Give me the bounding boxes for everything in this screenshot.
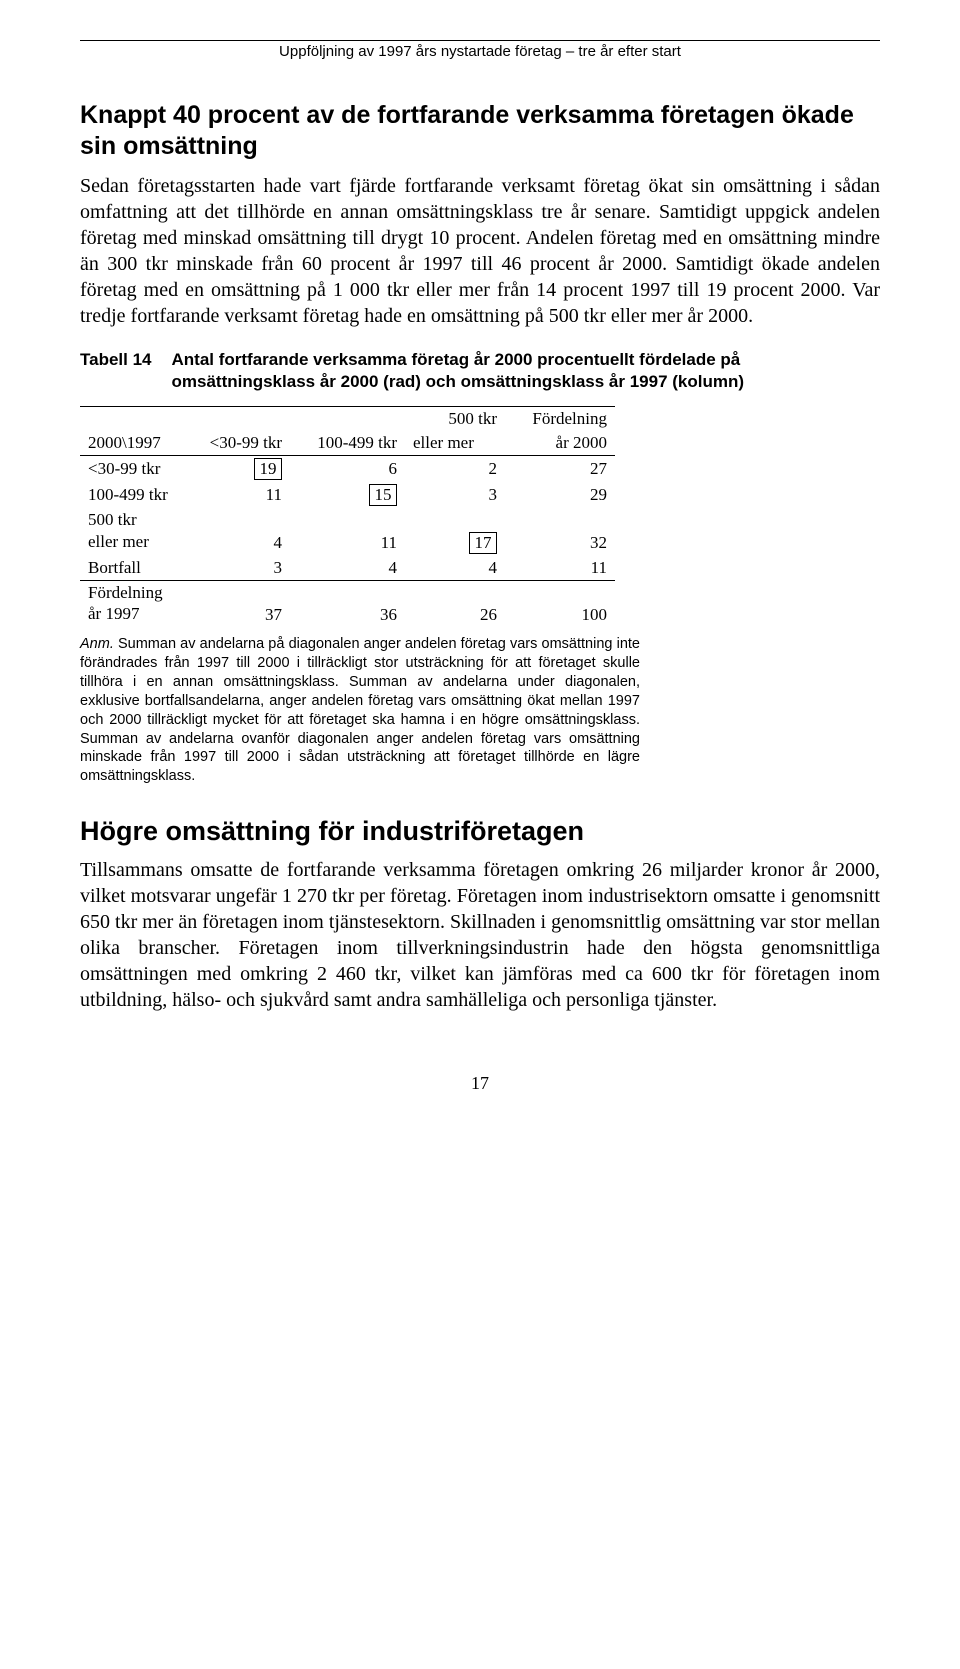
diagonal-cell: 17 [469, 532, 497, 554]
section-heading-1: Knappt 40 procent av de fortfarande verk… [80, 100, 880, 163]
cell: 4 [290, 556, 405, 581]
cell: 3 [405, 482, 505, 508]
cell: 29 [505, 482, 615, 508]
cell-label: Bortfall [80, 556, 190, 581]
cell: 6 [290, 456, 405, 483]
cell: 19 [190, 456, 290, 483]
th-c2: 100-499 tkr [290, 407, 405, 456]
table-row: Fördelning [80, 581, 615, 604]
cell: 36 [290, 603, 405, 627]
cell-label: Fördelning [80, 581, 190, 604]
th-rowcol: 2000\1997 [80, 407, 190, 456]
th-c4b: år 2000 [505, 431, 615, 456]
cell: 27 [505, 456, 615, 483]
table-row: år 1997 37 36 26 100 [80, 603, 615, 627]
cell: 4 [405, 556, 505, 581]
cell: 17 [405, 530, 505, 556]
cell: 11 [190, 482, 290, 508]
diagonal-cell: 19 [254, 458, 282, 480]
diagonal-cell: 15 [369, 484, 397, 506]
cell-label: år 1997 [80, 603, 190, 627]
section-heading-2: Högre omsättning för industriföretagen [80, 816, 880, 847]
cell: 4 [190, 530, 290, 556]
th-c3b: eller mer [405, 431, 505, 456]
table-row: Bortfall 3 4 4 11 [80, 556, 615, 581]
cell: 37 [190, 603, 290, 627]
paragraph-2: Tillsammans omsatte de fortfarande verks… [80, 857, 880, 1013]
cell: 26 [405, 603, 505, 627]
table-row: 500 tkr [80, 508, 615, 530]
table14-caption-block: Tabell 14 Antal fortfarande verksamma fö… [80, 349, 880, 395]
running-head: Uppföljning av 1997 års nystartade föret… [80, 43, 880, 60]
cell: 100 [505, 603, 615, 627]
cell-label: 100-499 tkr [80, 482, 190, 508]
paragraph-1: Sedan företagsstarten hade vart fjärde f… [80, 173, 880, 329]
th-c1: <30-99 tkr [190, 407, 290, 456]
cell-label: <30-99 tkr [80, 456, 190, 483]
anm-lead: Anm. [80, 636, 114, 652]
cell: 11 [505, 556, 615, 581]
table14-note: Anm. Summan av andelarna på diagonalen a… [80, 635, 640, 786]
cell: 32 [505, 530, 615, 556]
table-row: <30-99 tkr 19 6 2 27 [80, 456, 615, 483]
table14: 2000\1997 <30-99 tkr 100-499 tkr 500 tkr… [80, 406, 880, 627]
anm-text: Summan av andelarna på diagonalen anger … [80, 636, 640, 784]
table-row: 100-499 tkr 11 15 3 29 [80, 482, 615, 508]
page: Uppföljning av 1997 års nystartade föret… [0, 0, 960, 1154]
th-c3a: 500 tkr [405, 407, 505, 432]
table-row: eller mer 4 11 17 32 [80, 530, 615, 556]
table14-label: Tabell 14 [80, 349, 152, 395]
table14-caption: Antal fortfarande verksamma företag år 2… [172, 349, 881, 395]
page-number: 17 [80, 1073, 880, 1094]
th-c4a: Fördelning [505, 407, 615, 432]
cell: 3 [190, 556, 290, 581]
table14-table: 2000\1997 <30-99 tkr 100-499 tkr 500 tkr… [80, 406, 615, 627]
cell: 2 [405, 456, 505, 483]
top-rule [80, 40, 880, 41]
cell-label: eller mer [80, 530, 190, 556]
cell: 15 [290, 482, 405, 508]
cell-label: 500 tkr [80, 508, 190, 530]
cell: 11 [290, 530, 405, 556]
